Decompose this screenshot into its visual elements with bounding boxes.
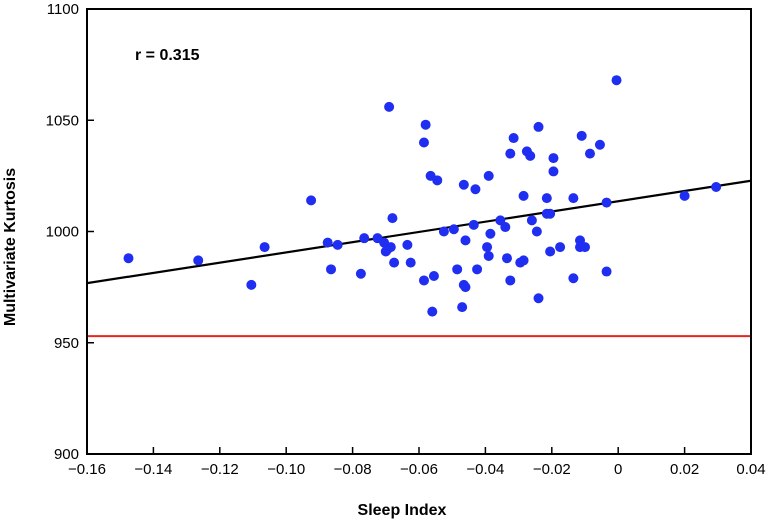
data-point xyxy=(428,271,439,281)
data-point xyxy=(548,153,559,164)
data-point xyxy=(711,182,722,192)
data-point xyxy=(518,190,529,201)
data-point xyxy=(594,139,605,150)
data-point xyxy=(385,242,396,253)
data-point xyxy=(483,250,494,261)
data-point xyxy=(460,235,471,246)
data-point xyxy=(402,239,413,250)
data-point xyxy=(332,239,343,250)
data-point xyxy=(384,101,395,112)
data-point xyxy=(259,242,270,253)
data-point xyxy=(483,170,494,181)
data-point xyxy=(611,75,622,86)
data-point xyxy=(193,255,204,266)
data-point xyxy=(548,166,559,177)
data-point xyxy=(525,150,536,161)
data-point xyxy=(472,264,483,275)
data-point xyxy=(432,175,443,186)
x-tick-label: −0.06 xyxy=(400,461,438,478)
data-point xyxy=(123,253,134,264)
data-point xyxy=(460,282,471,293)
y-axis-title: Multivariate Kurtosis xyxy=(2,168,19,326)
plot-area xyxy=(87,75,751,338)
x-tick-label: 0 xyxy=(614,461,622,478)
data-point xyxy=(427,306,438,317)
data-point xyxy=(545,208,556,219)
data-point xyxy=(508,133,519,144)
data-point xyxy=(418,275,429,286)
data-point xyxy=(457,302,468,313)
correlation-annotation: r = 0.315 xyxy=(135,47,200,64)
y-tick-label: 950 xyxy=(54,335,79,352)
x-axis-ticks: −0.16 −0.14 −0.12 −0.10 −0.08 −0.06 −0.04 −0.02… xyxy=(68,447,766,478)
data-point xyxy=(601,197,612,208)
data-point xyxy=(533,293,544,304)
data-point xyxy=(518,255,529,266)
x-tick-label: −0.04 xyxy=(466,461,504,478)
y-tick-label: 1100 xyxy=(47,1,79,18)
x-axis-title: Sleep Index xyxy=(358,502,447,519)
data-point xyxy=(679,190,690,201)
data-point xyxy=(576,130,587,141)
data-point xyxy=(389,257,400,268)
data-point xyxy=(448,224,459,235)
data-point xyxy=(580,242,590,253)
data-point xyxy=(438,226,449,237)
data-point xyxy=(420,119,431,130)
data-point xyxy=(500,222,511,233)
data-point xyxy=(387,213,398,224)
data-point xyxy=(526,215,537,226)
data-point xyxy=(533,121,544,132)
y-tick-label: 1050 xyxy=(46,112,79,129)
data-point xyxy=(485,228,496,239)
x-tick-label: 0.02 xyxy=(670,461,699,478)
data-point xyxy=(418,137,429,148)
data-point xyxy=(568,273,579,284)
y-tick-label: 1000 xyxy=(46,224,79,241)
data-point xyxy=(531,226,542,237)
data-point xyxy=(601,266,612,277)
data-point xyxy=(568,193,579,204)
data-point xyxy=(545,246,556,257)
x-tick-label: −0.02 xyxy=(533,461,571,478)
data-point xyxy=(501,253,512,264)
data-point xyxy=(555,242,566,253)
x-tick-label: −0.16 xyxy=(68,461,106,478)
plot-frame xyxy=(86,8,752,455)
data-point xyxy=(326,264,337,275)
data-point xyxy=(458,179,469,190)
x-tick-label: −0.10 xyxy=(267,461,305,478)
x-tick-label: −0.08 xyxy=(334,461,372,478)
data-point xyxy=(359,233,370,244)
data-point xyxy=(246,279,257,290)
data-point xyxy=(584,148,595,159)
data-point xyxy=(306,195,317,206)
x-tick-label: 0.04 xyxy=(736,461,765,478)
y-tick-label: 900 xyxy=(54,446,79,463)
y-axis-ticks: 900 950 1000 1050 1100 xyxy=(46,1,94,463)
x-tick-label: −0.14 xyxy=(134,461,172,478)
data-point xyxy=(468,219,479,230)
data-point xyxy=(322,237,333,248)
data-point xyxy=(482,242,493,253)
x-tick-label: −0.12 xyxy=(201,461,239,478)
data-point xyxy=(505,148,516,159)
data-point xyxy=(505,275,516,286)
data-point xyxy=(541,193,552,204)
data-point xyxy=(355,268,366,279)
data-point xyxy=(470,184,481,195)
regression-line xyxy=(87,179,751,285)
data-point xyxy=(405,257,416,268)
data-point xyxy=(452,264,463,275)
